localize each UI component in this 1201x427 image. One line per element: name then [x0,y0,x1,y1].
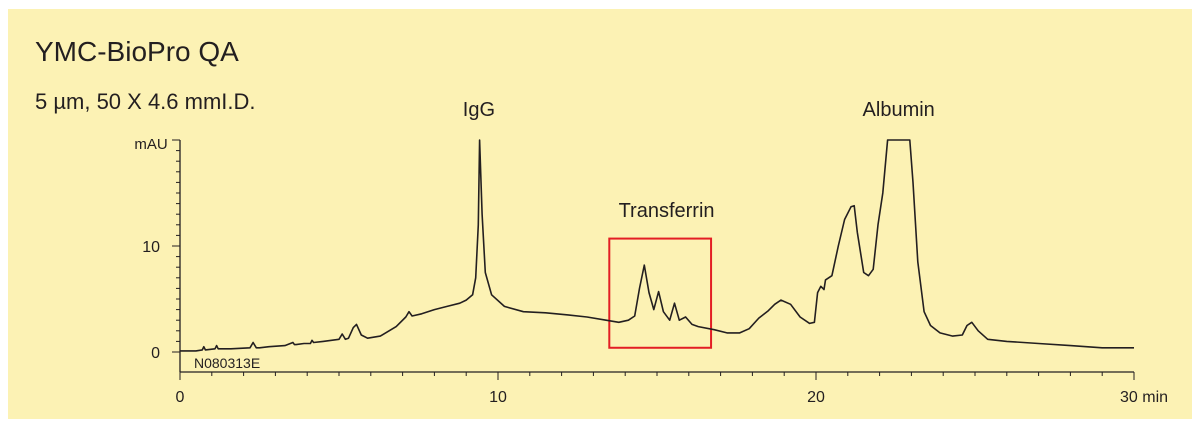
chart-ticks: 0 10 0 10 20 30 min [142,139,1168,406]
chromatogram-trace [180,139,1134,352]
peak-label: Albumin [863,99,935,121]
page-subtitle: 5 µm, 50 X 4.6 mmI.D. [35,89,256,114]
y-tick-label: 10 [142,239,160,256]
x-tick-label: 30 min [1120,389,1168,406]
y-axis-label: mAU [134,136,167,153]
peak-label: IgG [463,99,495,121]
peak-label: Transferrin [619,200,715,222]
x-tick-label: 10 [489,389,507,406]
sample-id-label: N080313E [194,355,260,371]
x-tick-label: 0 [176,389,185,406]
trace-group [180,139,1134,352]
page-title: YMC-BioPro QA [35,36,239,67]
annotation-group: IgG Transferrin Albumin N080313E [194,99,935,371]
transferrin-highlight-box [608,237,713,349]
highlight-box-group [608,237,713,349]
x-tick-label: 20 [807,389,825,406]
y-tick-label: 0 [151,345,160,362]
